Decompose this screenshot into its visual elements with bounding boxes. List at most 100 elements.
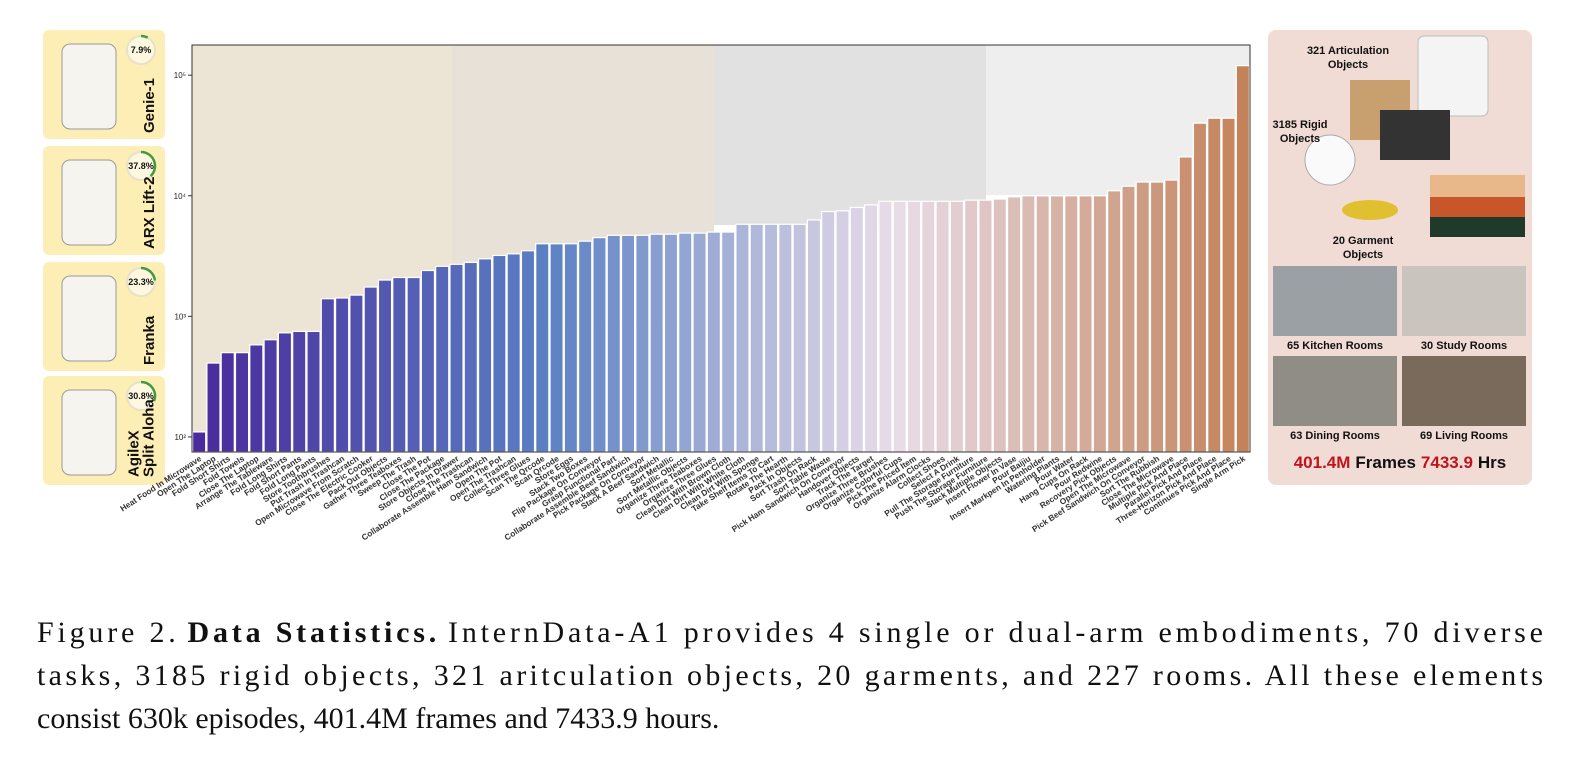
bar	[1049, 195, 1065, 453]
bar	[878, 200, 893, 453]
bar	[578, 240, 593, 453]
robot-image	[61, 275, 117, 362]
bar	[377, 279, 393, 453]
bar	[1021, 195, 1036, 453]
bar	[192, 431, 207, 453]
bar	[292, 330, 307, 453]
gauge-arc	[140, 34, 149, 39]
bar	[263, 339, 278, 453]
bar	[234, 352, 250, 453]
share-label: 23.3%	[128, 277, 154, 287]
bar	[320, 298, 335, 453]
bar	[606, 234, 621, 453]
bar	[220, 352, 235, 453]
asset-label: Objects	[1343, 249, 1383, 261]
bar	[678, 232, 693, 453]
room-label: 30 Study Rooms	[1421, 340, 1507, 352]
bar	[635, 234, 650, 453]
bar	[420, 269, 436, 453]
bar	[964, 199, 979, 453]
caption-label: Figure 2.	[37, 616, 176, 649]
bar	[334, 297, 350, 453]
bar	[949, 200, 965, 453]
bar	[978, 199, 993, 453]
bar	[1207, 117, 1222, 453]
caption-line: consist 630k episodes, 401.4M frames and…	[37, 702, 719, 735]
asset-label: 321 Articulation	[1307, 45, 1389, 57]
room-image	[1273, 356, 1397, 426]
bar	[563, 243, 579, 453]
bar	[806, 219, 822, 453]
bar	[392, 276, 407, 453]
bar	[1149, 181, 1165, 453]
bar	[935, 200, 950, 453]
caption-bold: Data Statistics.	[188, 616, 437, 649]
asset-label: Objects	[1280, 133, 1320, 145]
bar	[463, 261, 478, 453]
embodiment-name: Franka	[141, 315, 158, 365]
bar	[849, 206, 864, 453]
bar	[206, 362, 221, 453]
bar	[535, 243, 550, 453]
bar	[706, 231, 721, 453]
garment-image	[1430, 217, 1525, 237]
embodiment-panels: 7.9% Genie-1 37.8% ARX Lift-2 23.3% Franka 30.…	[43, 30, 165, 485]
bar	[492, 254, 507, 453]
room-image	[1402, 356, 1526, 426]
y-tick-label: 10⁴	[174, 192, 187, 201]
bar	[1178, 156, 1193, 453]
bar	[992, 198, 1007, 453]
caption-text: InternData-A1 provides 4 single or dual-…	[448, 616, 1543, 649]
caption-line: Figure 2. Data Statistics. InternData-A1 p…	[37, 616, 1543, 649]
room-label: 65 Kitchen Rooms	[1287, 340, 1383, 352]
bar	[892, 200, 907, 453]
photo-backdrop	[714, 45, 986, 225]
bar	[549, 243, 564, 453]
bar	[306, 330, 321, 453]
bar	[1235, 65, 1251, 453]
bar	[406, 276, 421, 453]
bar	[692, 232, 707, 453]
bar	[1092, 195, 1108, 453]
total-part: Frames	[1355, 453, 1415, 472]
bar	[1006, 196, 1022, 453]
bar	[1135, 181, 1150, 453]
total-part: Hrs	[1478, 453, 1506, 472]
garment-image	[1430, 175, 1525, 197]
share-label: 30.8%	[128, 391, 154, 401]
bar	[449, 263, 464, 453]
bar	[792, 223, 807, 453]
bar	[277, 332, 293, 453]
bar	[749, 223, 764, 453]
total-part: 401.4M	[1294, 453, 1351, 472]
bar	[592, 236, 607, 453]
asset-label: Objects	[1328, 59, 1368, 71]
gauge-arc	[140, 380, 157, 402]
bar	[349, 294, 364, 453]
bar	[663, 233, 679, 453]
bar	[1035, 195, 1050, 453]
gauge-arc	[140, 266, 157, 281]
garment-image	[1430, 197, 1525, 217]
bar	[720, 231, 736, 453]
asset-label: 3185 Rigid	[1272, 119, 1327, 131]
bar	[1078, 195, 1093, 453]
bar	[835, 210, 850, 453]
plot-frame	[191, 44, 1251, 453]
banana-image	[1342, 200, 1398, 220]
bar	[821, 210, 836, 453]
bar	[649, 233, 664, 453]
bar	[477, 258, 493, 453]
drawer-image	[1380, 110, 1450, 160]
bar	[778, 223, 793, 453]
bar	[1192, 122, 1208, 453]
room-label: 63 Dining Rooms	[1290, 430, 1380, 442]
bar	[1121, 185, 1136, 453]
bar	[520, 250, 536, 453]
embodiment-name: ARX Lift-2	[141, 177, 158, 250]
bar	[763, 223, 779, 453]
bar	[735, 223, 750, 453]
bar	[921, 200, 936, 453]
bar	[1064, 195, 1079, 453]
